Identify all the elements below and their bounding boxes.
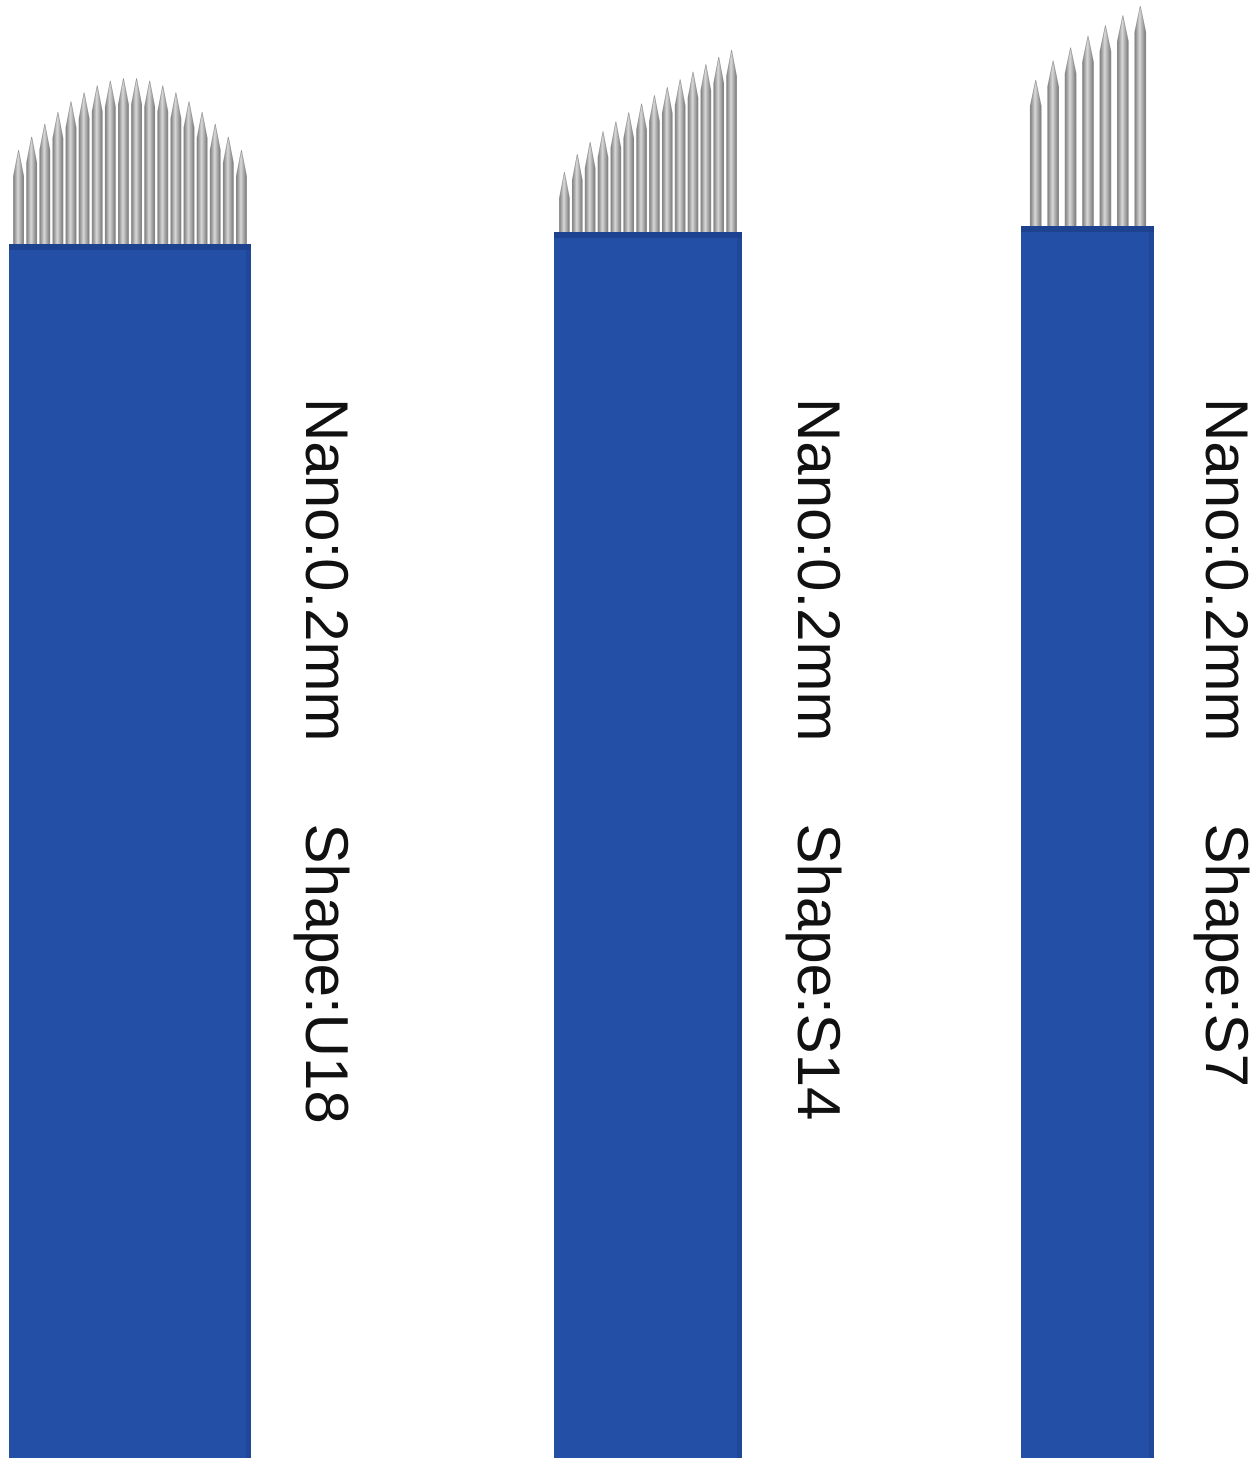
blade-s7-body bbox=[1021, 226, 1154, 1458]
needle bbox=[559, 171, 570, 235]
needle bbox=[91, 85, 103, 247]
needle bbox=[1047, 60, 1059, 229]
needle bbox=[713, 57, 725, 235]
needle bbox=[687, 71, 699, 235]
blade-s7-label: Nano:0.2mm Shape:S7 bbox=[1193, 398, 1255, 1088]
blade-s7-nano: Nano:0.2mm bbox=[1193, 398, 1255, 742]
needle bbox=[1029, 79, 1042, 229]
needle bbox=[104, 80, 116, 247]
needle bbox=[1082, 35, 1094, 229]
needle bbox=[13, 149, 24, 247]
needle bbox=[649, 95, 660, 235]
blade-s7-shape: Shape:S7 bbox=[1193, 823, 1255, 1088]
needle bbox=[196, 112, 208, 247]
needle bbox=[157, 85, 169, 247]
blade-s14-shape: Shape:S14 bbox=[785, 823, 852, 1121]
needle bbox=[131, 78, 142, 247]
blade-s14-body bbox=[554, 232, 742, 1458]
blade-u18-needles bbox=[13, 78, 247, 247]
blade-s14-nano: Nano:0.2mm bbox=[785, 398, 852, 742]
needle bbox=[39, 123, 51, 247]
needle bbox=[1064, 47, 1077, 229]
needle bbox=[1134, 5, 1147, 229]
blade-s14-needles bbox=[559, 49, 737, 235]
needle bbox=[584, 141, 596, 235]
blade-u18-nano: Nano:0.2mm bbox=[293, 398, 360, 742]
needle bbox=[1117, 15, 1129, 229]
blade-u18-shape: Shape:U18 bbox=[293, 823, 360, 1124]
needle bbox=[144, 80, 156, 247]
needle bbox=[700, 64, 712, 235]
needle bbox=[78, 92, 90, 247]
needle bbox=[118, 78, 129, 247]
needle bbox=[65, 101, 77, 247]
needle bbox=[209, 123, 221, 247]
needle bbox=[610, 121, 622, 235]
needle bbox=[170, 92, 182, 247]
needle bbox=[623, 112, 635, 235]
needle bbox=[236, 149, 247, 247]
blade-s14-graphic bbox=[554, 49, 742, 1458]
blade-s7-needles bbox=[1029, 5, 1147, 229]
blade-u18-graphic bbox=[9, 78, 251, 1458]
needle bbox=[26, 136, 38, 247]
blade-s7-graphic bbox=[1021, 5, 1154, 1458]
needle bbox=[222, 136, 234, 247]
needle bbox=[1099, 25, 1112, 229]
needle bbox=[726, 49, 737, 235]
needle bbox=[636, 103, 647, 235]
needle bbox=[52, 112, 64, 247]
needle bbox=[674, 79, 686, 235]
blade-s14-label: Nano:0.2mm Shape:S14 bbox=[785, 398, 852, 1120]
needle bbox=[571, 154, 583, 235]
blade-u18-label: Nano:0.2mm Shape:U18 bbox=[293, 398, 360, 1124]
needle bbox=[183, 101, 195, 247]
needle bbox=[661, 87, 673, 235]
needle bbox=[597, 131, 609, 235]
blade-u18-body bbox=[9, 244, 251, 1458]
